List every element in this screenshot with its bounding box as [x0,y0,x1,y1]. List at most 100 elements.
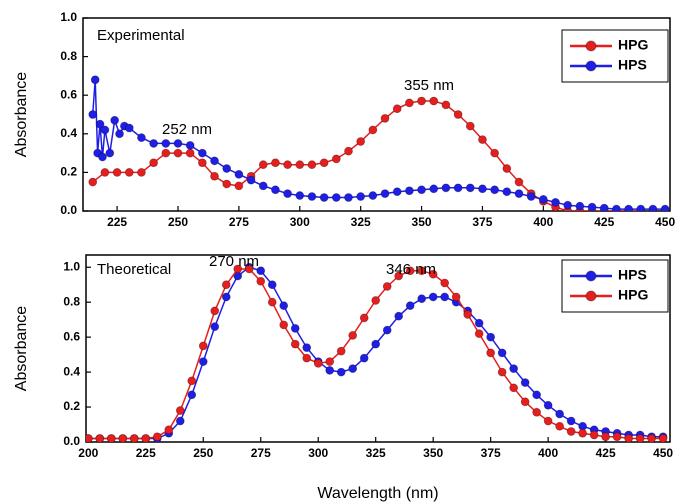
data-point [465,121,475,131]
data-point [417,294,427,304]
data-point [551,197,560,207]
x-tick-label: 300 [308,446,328,460]
data-point [555,409,565,419]
data-point [563,200,573,210]
legend-marker [585,270,597,282]
data-point [392,104,402,114]
data-point [368,125,378,135]
y-tick-label: 0.6 [60,87,77,101]
data-point [514,189,524,199]
data-point [356,192,366,201]
data-point [149,139,159,148]
data-point [497,367,507,377]
legend-marker [585,290,597,302]
data-point [105,148,115,158]
x-tick-label: 275 [251,446,271,460]
legend-label: HPG [618,37,648,53]
data-point [486,332,496,342]
data-point [137,167,146,177]
x-tick-label: 450 [655,215,675,229]
data-point [244,264,254,274]
data-point [348,364,358,373]
data-point [380,113,390,123]
y-axis-label: Absorbance [13,72,30,157]
x-tick-label: 325 [366,446,386,460]
y-axis-label: Absorbance [13,306,30,391]
y-tick-label: 0.0 [60,203,77,217]
data-point [368,191,378,200]
annotation: Theoretical [97,261,171,278]
data-point [428,269,438,279]
data-point [405,301,415,311]
data-point [405,266,415,276]
data-point [307,192,317,201]
data-point [279,320,289,330]
data-point [302,343,312,353]
data-point [149,158,159,168]
x-tick-label: 375 [481,446,501,460]
x-axis-label: Wavelength (nm) [317,485,438,502]
data-point [267,280,277,290]
annotation: 355 nm [404,77,454,94]
data-point [319,158,329,168]
x-tick-label: 400 [538,446,558,460]
x-tick-label: 450 [653,446,673,460]
data-point [371,296,381,305]
data-point [256,266,266,276]
data-point [486,348,496,358]
data-point [210,322,220,332]
data-point [197,148,207,158]
y-tick-label: 0.2 [63,399,80,413]
data-point [490,148,500,158]
data-point [359,313,369,323]
x-tick-label: 225 [107,215,127,229]
data-point [566,427,576,436]
x-tick-label: 350 [412,215,432,229]
data-point [465,183,475,193]
data-point [575,201,585,211]
legend-marker [585,40,597,52]
data-point [161,148,171,158]
x-tick-label: 275 [229,215,249,229]
data-point [164,425,174,435]
data-point [463,310,473,319]
data-point [246,175,256,185]
series-line [92,100,641,211]
data-point [187,376,197,386]
data-point [647,434,657,442]
data-point [587,202,597,211]
data-point [152,432,162,442]
x-tick-label: 400 [533,215,553,229]
y-tick-label: 0.6 [63,329,80,343]
data-point [137,133,146,143]
data-point [474,329,484,339]
data-point [532,407,542,417]
data-point [210,306,220,316]
legend-box [561,29,669,83]
data-point [313,358,323,368]
data-point [658,434,668,442]
x-tick-label: 250 [168,215,188,229]
data-point [453,110,463,119]
data-point [234,169,244,179]
data-point [118,434,128,442]
data-point [124,123,134,133]
data-point [95,119,105,129]
data-point [185,148,195,158]
data-point [624,434,634,442]
data-point [100,125,110,135]
data-point [532,390,542,400]
series [86,264,668,442]
x-tick-label: 375 [472,215,492,229]
y-tick-label: 0.0 [63,434,80,448]
y-tick-label: 0.4 [63,364,80,378]
data-point [566,416,576,426]
data-point [325,365,335,375]
data-point [440,292,450,302]
data-point [175,416,185,426]
legend-marker [585,60,597,72]
data-point [441,183,451,193]
data-point [394,271,404,281]
data-point [543,400,553,410]
x-tick-label: 300 [290,215,310,229]
